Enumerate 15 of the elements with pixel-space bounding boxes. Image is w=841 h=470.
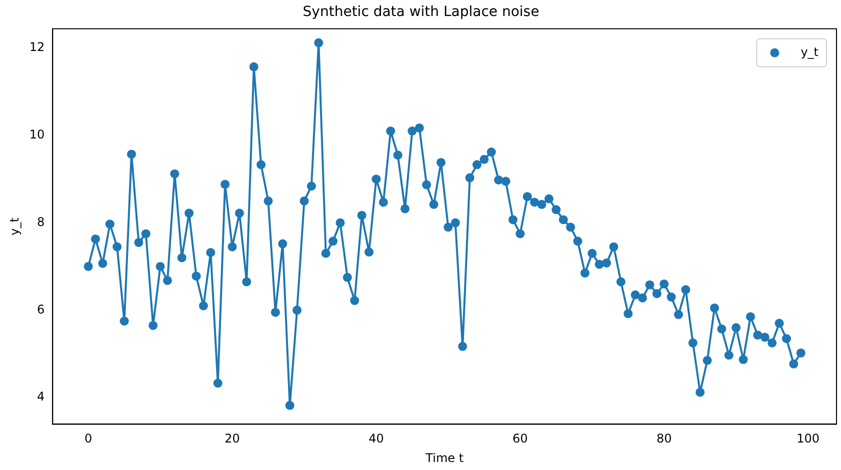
y-tick-label: 4 [37, 390, 45, 404]
x-tick-label: 100 [796, 432, 820, 446]
y-tick-label: 8 [37, 214, 45, 229]
x-tick-label: 40 [368, 432, 384, 446]
x-tick-label: 60 [512, 432, 528, 446]
y-tick-label: 10 [29, 128, 45, 142]
x-axis-title: Time t [424, 450, 464, 465]
legend-label: y_t [800, 44, 819, 59]
x-tick-label: 0 [84, 432, 92, 446]
x-tick-label: 20 [224, 432, 240, 446]
y-tick-label: 6 [37, 302, 45, 316]
y-axis-title: y_t [7, 217, 22, 236]
chart-title: Synthetic data with Laplace noise [302, 4, 540, 20]
x-tick-label: 80 [656, 432, 672, 446]
y-tick-label: 12 [29, 40, 45, 54]
